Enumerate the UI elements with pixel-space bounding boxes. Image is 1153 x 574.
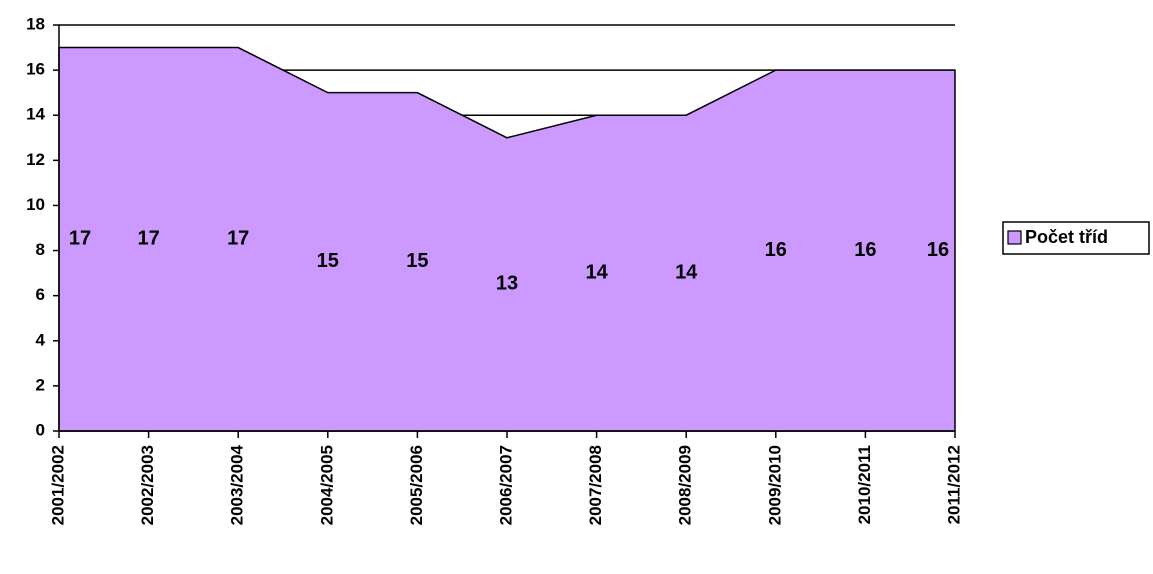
y-tick-label: 16 bbox=[26, 60, 45, 79]
data-label: 14 bbox=[675, 261, 698, 283]
y-tick-label: 0 bbox=[36, 420, 45, 439]
area bbox=[58, 46, 956, 432]
y-tick-label: 8 bbox=[36, 240, 45, 259]
y-tick-label: 10 bbox=[26, 195, 45, 214]
legend-box bbox=[1002, 221, 1150, 255]
x-tick-label: 2008/2009 bbox=[676, 445, 695, 525]
x-tick-label: 2001/2002 bbox=[48, 445, 67, 525]
data-label: 13 bbox=[496, 273, 518, 295]
legend: Počet tříd bbox=[1002, 221, 1150, 255]
data-label: 14 bbox=[585, 261, 608, 283]
x-tick-label: 2011/2012 bbox=[944, 445, 963, 524]
x-tick-label: 2004/2005 bbox=[317, 445, 336, 525]
y-tick-label: 12 bbox=[26, 150, 45, 169]
x-tick-label: 2005/2006 bbox=[407, 445, 426, 525]
data-label: 16 bbox=[765, 239, 787, 261]
x-tick-label: 2002/2003 bbox=[138, 445, 157, 525]
y-tick-label: 4 bbox=[36, 330, 46, 349]
y-tick-label: 14 bbox=[26, 105, 45, 124]
y-tick-label: 6 bbox=[36, 285, 45, 304]
x-tick-label: 2006/2007 bbox=[496, 445, 515, 525]
y-tick-label: 18 bbox=[26, 14, 45, 33]
data-label: 15 bbox=[406, 250, 428, 272]
data-label: 15 bbox=[317, 250, 339, 272]
data-label: 17 bbox=[69, 228, 91, 250]
x-tick-label: 2003/2004 bbox=[228, 444, 247, 525]
data-label: 17 bbox=[137, 228, 159, 250]
x-tick-label: 2009/2010 bbox=[765, 445, 784, 525]
data-label: 16 bbox=[927, 239, 949, 261]
x-tick-label: 2010/2011 bbox=[855, 445, 874, 524]
legend-label: Počet tříd bbox=[1025, 227, 1108, 247]
x-tick-label: 2007/2008 bbox=[586, 445, 605, 525]
y-tick-label: 2 bbox=[36, 375, 45, 394]
data-label: 17 bbox=[227, 228, 249, 250]
data-label: 16 bbox=[854, 239, 876, 261]
legend-swatch bbox=[1007, 230, 1022, 245]
